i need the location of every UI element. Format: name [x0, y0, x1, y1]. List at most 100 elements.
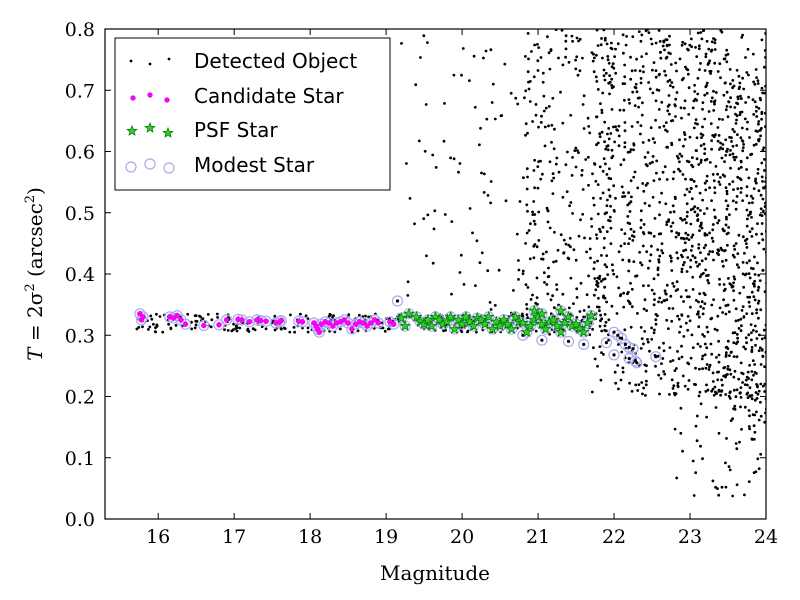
detected-point	[681, 263, 685, 267]
detected-point	[595, 29, 599, 32]
detected-point	[756, 385, 759, 389]
detected-point	[721, 227, 725, 231]
modest-star-point	[629, 355, 641, 367]
detected-point	[717, 353, 721, 357]
detected-point	[708, 365, 711, 369]
detected-point	[757, 285, 760, 289]
detected-point	[574, 67, 578, 71]
detected-point	[684, 289, 688, 292]
detected-point	[652, 179, 656, 183]
detected-point	[737, 377, 741, 381]
detected-point	[663, 299, 666, 303]
detected-point	[717, 134, 721, 137]
detected-point	[666, 145, 669, 149]
detected-point	[751, 98, 755, 102]
detected-point	[426, 213, 430, 217]
detected-point	[543, 125, 547, 129]
detected-point	[695, 214, 699, 218]
candidate-star-point	[349, 326, 355, 332]
detected-point	[732, 281, 735, 285]
detected-point	[733, 369, 737, 373]
detected-point	[686, 72, 690, 76]
detected-point	[768, 393, 771, 396]
detected-point	[745, 156, 749, 160]
detected-point	[680, 270, 684, 274]
detected-point	[524, 283, 528, 286]
detected-point	[713, 38, 717, 42]
detected-point	[736, 336, 739, 340]
detected-point	[721, 147, 725, 151]
detected-point	[517, 268, 521, 272]
detected-point	[486, 269, 490, 273]
detected-point	[595, 280, 599, 283]
detected-point	[591, 327, 594, 331]
detected-point	[654, 118, 657, 122]
detected-point	[674, 104, 677, 108]
detected-point	[698, 275, 702, 279]
detected-point	[652, 277, 656, 281]
detected-point	[639, 226, 643, 230]
detected-point	[658, 296, 662, 300]
detected-point	[458, 162, 462, 165]
detected-point	[685, 187, 689, 191]
detected-point	[599, 197, 602, 200]
detected-point	[517, 278, 520, 281]
detected-point	[702, 212, 706, 216]
detected-point	[759, 193, 763, 197]
detected-point	[737, 318, 740, 322]
detected-point	[699, 305, 703, 308]
detected-point	[141, 325, 144, 329]
detected-point	[637, 105, 640, 109]
detected-point	[581, 103, 585, 106]
detected-point	[627, 345, 631, 350]
detected-point	[523, 96, 526, 100]
detected-point	[735, 483, 739, 487]
detected-point	[534, 113, 538, 117]
detected-point	[458, 271, 462, 274]
psf-star-point	[528, 304, 541, 316]
detected-point	[750, 235, 754, 238]
detected-point	[605, 204, 609, 208]
detected-point	[607, 338, 610, 342]
detected-point	[158, 315, 162, 318]
detected-point	[763, 382, 766, 386]
detected-point	[741, 199, 744, 203]
detected-point	[728, 68, 732, 71]
detected-point	[689, 356, 693, 360]
detected-point	[683, 384, 687, 388]
detected-point	[674, 235, 678, 239]
detected-point	[667, 51, 671, 55]
detected-point	[763, 91, 766, 95]
psf-star-point	[467, 319, 480, 331]
detected-point	[761, 269, 765, 272]
detected-point	[646, 151, 650, 154]
candidate-star-point	[375, 320, 382, 326]
x-tick-label: 16	[146, 526, 170, 548]
detected-point	[534, 103, 538, 106]
detected-point	[683, 133, 687, 137]
detected-point	[425, 254, 428, 258]
detected-point	[602, 68, 606, 72]
detected-point	[735, 118, 738, 122]
detected-point	[598, 274, 602, 278]
psf-star-point	[558, 316, 571, 328]
detected-point	[767, 205, 770, 208]
detected-point	[493, 304, 497, 307]
detected-point	[762, 247, 766, 251]
detected-point	[705, 383, 708, 387]
detected-point	[768, 133, 771, 136]
detected-point	[691, 346, 695, 349]
detected-point	[639, 261, 642, 264]
detected-point	[571, 212, 574, 215]
detected-point	[680, 355, 684, 359]
detected-point	[606, 198, 609, 202]
detected-point	[699, 221, 703, 225]
detected-point	[551, 294, 554, 298]
detected-point	[593, 162, 596, 165]
detected-point	[434, 166, 438, 169]
detected-point	[610, 148, 614, 152]
detected-point	[739, 391, 742, 395]
detected-point	[533, 213, 537, 216]
candidate-star-point	[326, 320, 332, 326]
detected-point	[623, 342, 628, 346]
